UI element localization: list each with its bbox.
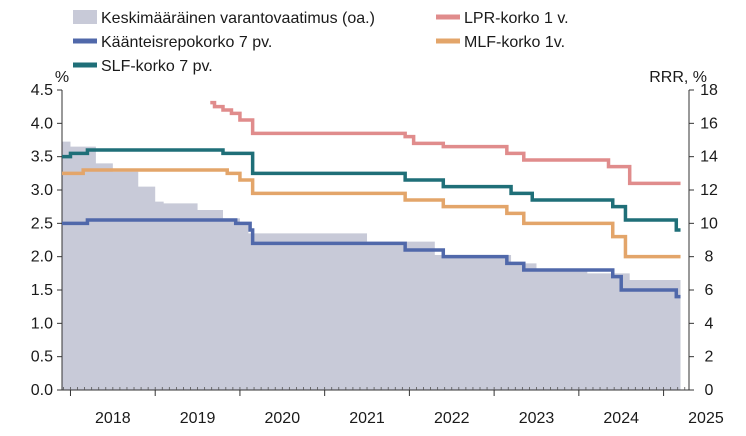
x-tick-label: 2022 (434, 410, 470, 427)
left-axis-unit: % (55, 69, 69, 86)
left-tick-label: 3.0 (31, 182, 53, 199)
left-tick-label: 4.0 (31, 115, 53, 132)
right-tick-label: 14 (700, 149, 718, 166)
right-tick-label: 0 (705, 382, 714, 399)
legend-label: MLF-korko 1v. (464, 34, 565, 51)
x-tick-labels: 2018 2019 2020 2021 2022 2023 2024 2025 (63, 387, 724, 427)
x-tick-label: 2020 (265, 410, 301, 427)
legend-label: Keskimääräinen varantovaatimus (oa.) (101, 10, 375, 27)
x-tick-label: 2023 (519, 410, 555, 427)
left-tick-label: 0.5 (31, 349, 53, 366)
x-tick-label: 2021 (349, 410, 385, 427)
series-lpr-korko-1-v (210, 100, 681, 186)
axes-frame (61, 90, 690, 391)
right-axis-unit: RRR, % (649, 69, 707, 86)
right-tick-labels: 0 2 4 6 8 10 12 14 16 18 (689, 82, 718, 399)
right-tick-label: 4 (705, 315, 714, 332)
legend-swatch (73, 10, 97, 24)
left-tick-label: 1.0 (31, 315, 53, 332)
reserve-requirement-area (62, 141, 681, 390)
legend-label: SLF-korko 7 pv. (101, 58, 213, 75)
x-tick-label: 2019 (180, 410, 216, 427)
legend: Keskimääräinen varantovaatimus (oa.) Kään… (73, 10, 569, 75)
right-tick-label: 12 (700, 182, 718, 199)
right-tick-label: 8 (705, 249, 714, 266)
left-tick-label: 4.5 (31, 82, 53, 99)
left-tick-label: 2.5 (31, 215, 53, 232)
right-tick-label: 16 (700, 115, 718, 132)
left-tick-label: 3.5 (31, 149, 53, 166)
series-slf-korko-7-pv (62, 148, 681, 232)
right-tick-label: 6 (705, 282, 714, 299)
legend-label: Käänteisrepokorko 7 pv. (101, 34, 272, 51)
right-tick-label: 18 (700, 82, 718, 99)
left-tick-label: 1.5 (31, 282, 53, 299)
left-tick-label: 0.0 (31, 382, 53, 399)
series-keskimaarainen-varantovaatimus-oa (62, 141, 681, 390)
left-tick-label: 2.0 (31, 249, 53, 266)
series-kaanteisrepokorko-7-pv (62, 218, 681, 299)
x-tick-label: 2025 (688, 410, 724, 427)
x-tick-label: 2018 (95, 410, 131, 427)
rate-lines (62, 100, 681, 299)
x-tick-label: 2024 (603, 410, 639, 427)
legend-label: LPR-korko 1 v. (464, 10, 569, 27)
right-tick-label: 2 (705, 349, 714, 366)
left-tick-labels: 0.0 0.5 1.0 1.5 2.0 2.5 3.0 3.5 4.0 4.5 (31, 82, 62, 399)
series-mlf-korko-1v (62, 168, 681, 259)
right-tick-label: 10 (700, 215, 718, 232)
